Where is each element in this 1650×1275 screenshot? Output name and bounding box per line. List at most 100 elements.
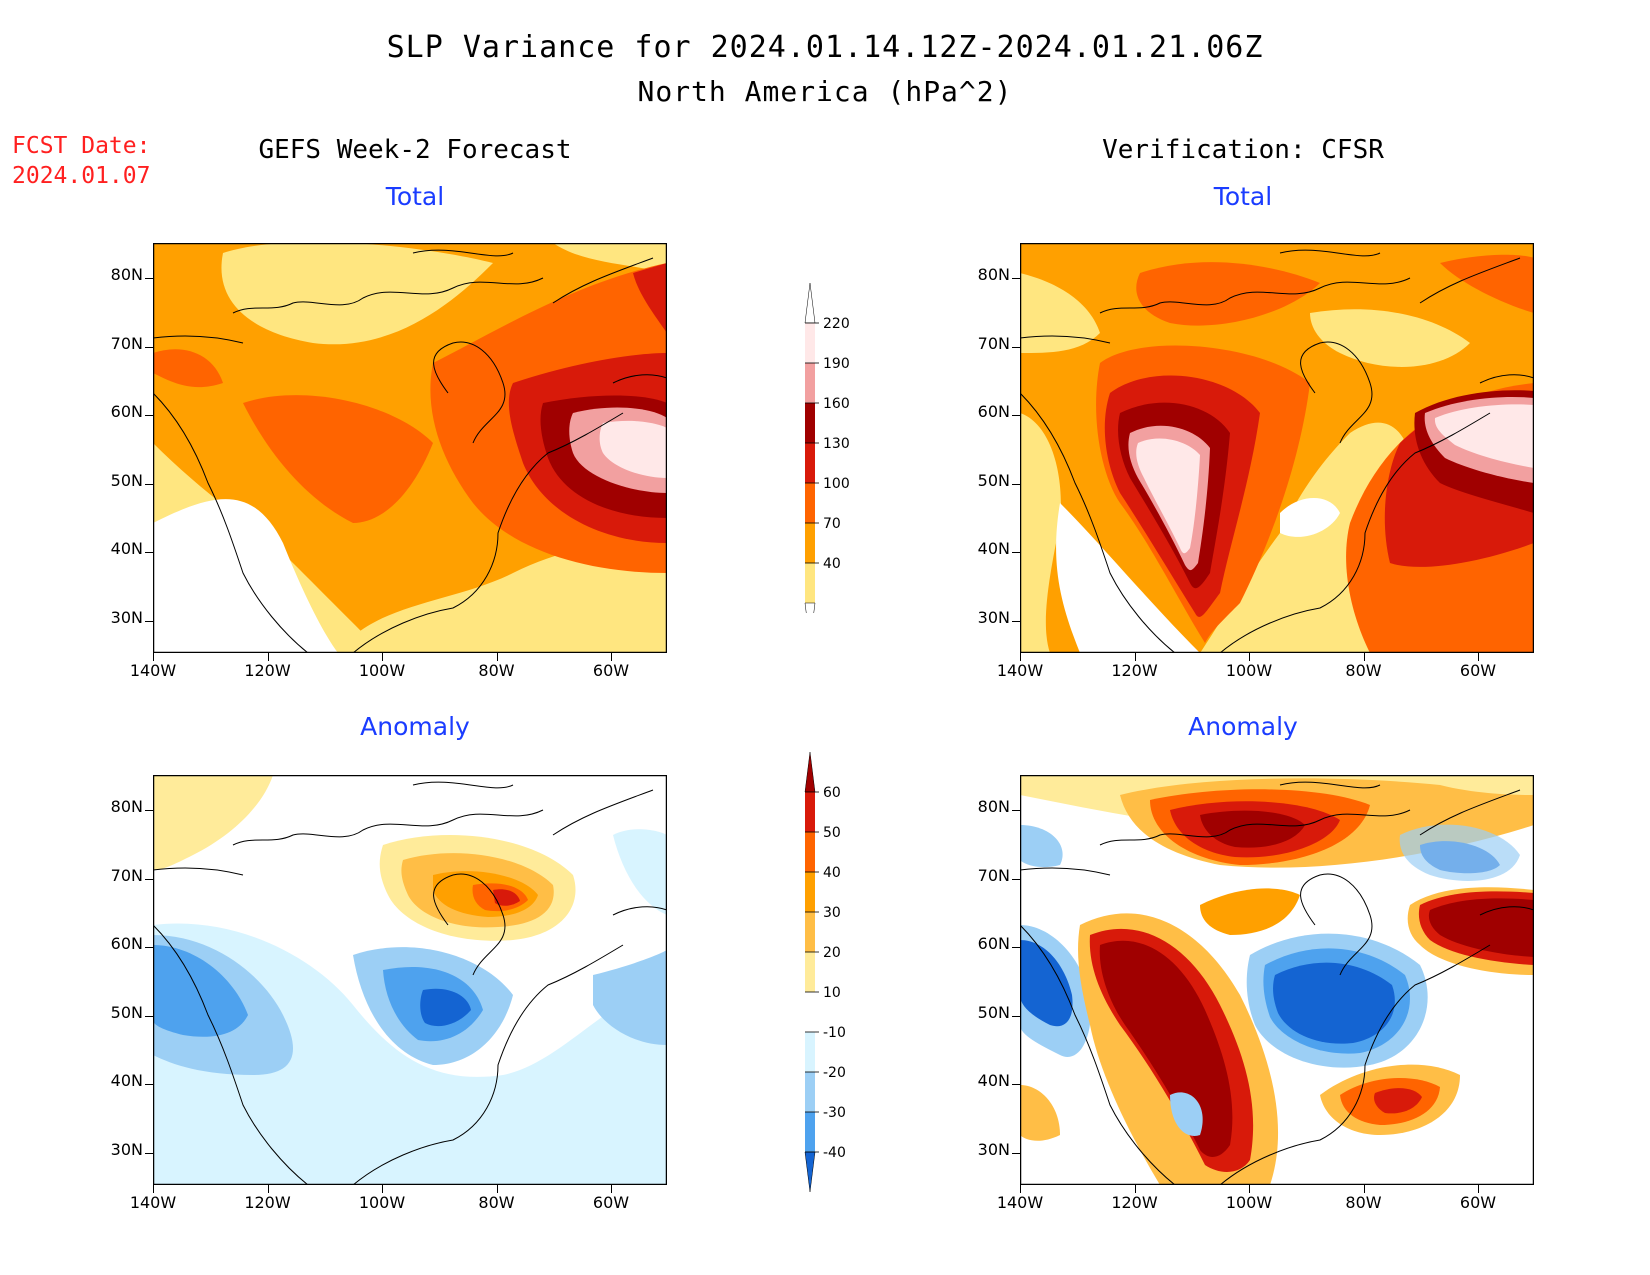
lat-tick-label: 60N (977, 934, 1010, 953)
lon-tick-label: 60W (1459, 661, 1497, 680)
lon-tick-label: 100W (1225, 661, 1273, 680)
total-colorbar: 220 190 160 130 100 70 40 (804, 283, 850, 613)
lat-tick-mark (145, 552, 153, 553)
lon-tick-label: 100W (1225, 1193, 1273, 1212)
anomaly-colorbar-segment (805, 792, 815, 832)
main-subtitle: North America (hPa^2) (637, 75, 1013, 108)
total-colorbar-segment (805, 363, 815, 403)
lat-tick-label: 30N (977, 607, 1010, 627)
lat-tick-label: 50N (110, 470, 143, 490)
lat-tick-mark (145, 1015, 153, 1017)
verification-anomaly-map (1020, 775, 1534, 1185)
lat-tick-label: 70N (977, 333, 1010, 353)
lon-tick-mark (1020, 653, 1021, 661)
lat-tick-mark (145, 483, 153, 485)
lat-tick-label: 80N (977, 265, 1010, 284)
forecast-total-title: Total (385, 182, 445, 211)
anomaly-colorbar-segment (805, 992, 815, 1032)
lon-tick-mark (1249, 1185, 1250, 1193)
lon-tick-mark (153, 653, 154, 661)
lon-tick-label: 80W (1345, 1193, 1382, 1212)
lat-tick-mark (145, 1084, 153, 1085)
fcst-date-value: 2024.01.07 (12, 163, 151, 189)
lat-tick-label: 80N (110, 265, 143, 284)
lat-tick-label: 30N (977, 1139, 1010, 1159)
lat-tick-mark (145, 878, 153, 880)
lat-tick-label: 70N (110, 333, 143, 353)
lon-tick-mark (496, 1185, 498, 1193)
verification-anomaly-title: Anomaly (1188, 712, 1298, 741)
forecast-column-title: GEFS Week-2 Forecast (258, 135, 572, 165)
lon-tick-label: 120W (1111, 661, 1158, 680)
lat-tick-label: 30N (110, 607, 143, 627)
anomaly-colorbar-top-arrow (804, 752, 816, 793)
lon-tick-label: 60W (592, 661, 630, 680)
lon-tick-mark (1363, 1185, 1365, 1193)
lat-tick-label: 60N (110, 934, 143, 953)
lat-tick-label: 80N (977, 797, 1010, 816)
anomaly-colorbar-label: 30 (823, 905, 841, 921)
verification-total-map (1020, 243, 1534, 653)
lon-tick-label: 60W (1459, 1193, 1497, 1212)
lon-tick-mark (153, 1185, 154, 1193)
verification-column-title: Verification: CFSR (1102, 135, 1384, 165)
lat-tick-mark (1012, 878, 1020, 880)
lon-tick-mark (382, 1185, 383, 1193)
anomaly-colorbar-bottom-arrow (804, 1151, 816, 1193)
lat-tick-label: 50N (977, 1002, 1010, 1022)
anomaly-colorbar-label: -30 (823, 1105, 846, 1121)
lon-tick-mark (1134, 653, 1136, 661)
lon-tick-label: 120W (1111, 1193, 1158, 1212)
lon-tick-mark (1134, 1185, 1136, 1193)
forecast-total-map (153, 243, 667, 653)
lon-tick-label: 140W (129, 661, 177, 680)
lon-tick-label: 100W (358, 661, 406, 680)
lon-tick-mark (611, 653, 612, 661)
lat-tick-mark (1012, 552, 1020, 553)
lat-tick-label: 70N (977, 865, 1010, 885)
lon-tick-mark (267, 653, 269, 661)
lat-tick-mark (1012, 1015, 1020, 1017)
total-colorbar-segment (805, 563, 815, 603)
total-colorbar-segment (805, 523, 815, 563)
lat-tick-mark (1012, 415, 1020, 416)
anomaly-colorbar-segment (805, 1032, 815, 1072)
lat-tick-label: 80N (110, 797, 143, 816)
lat-tick-mark (1012, 346, 1020, 348)
total-colorbar-bottom-arrow (804, 602, 816, 613)
lat-tick-label: 50N (977, 470, 1010, 490)
lat-tick-label: 70N (110, 865, 143, 885)
lat-tick-mark (145, 346, 153, 348)
anomaly-colorbar-label: -20 (823, 1065, 846, 1081)
lon-tick-label: 140W (996, 1193, 1044, 1212)
anomaly-colorbar-label: 40 (823, 865, 841, 881)
total-colorbar-label: 220 (823, 316, 850, 332)
total-colorbar-segment (805, 483, 815, 523)
lon-tick-label: 60W (592, 1193, 630, 1212)
lat-tick-mark (1012, 278, 1020, 279)
anomaly-colorbar-segment (805, 952, 815, 992)
total-colorbar-label: 40 (823, 556, 841, 572)
lat-tick-mark (1012, 1084, 1020, 1085)
lon-tick-mark (267, 1185, 269, 1193)
anomaly-colorbar-label: 10 (823, 985, 841, 1001)
forecast-anomaly-map (153, 775, 667, 1185)
total-colorbar-label: 160 (823, 396, 850, 412)
lon-tick-label: 120W (244, 661, 291, 680)
lon-tick-mark (1363, 653, 1365, 661)
lat-tick-label: 30N (110, 1139, 143, 1159)
lat-tick-label: 40N (110, 539, 143, 558)
lon-tick-label: 100W (358, 1193, 406, 1212)
lon-tick-label: 120W (244, 1193, 291, 1212)
lon-tick-label: 80W (478, 1193, 515, 1212)
lat-tick-label: 60N (110, 402, 143, 421)
anomaly-colorbar-label: 60 (823, 785, 841, 801)
anomaly-colorbar-segment (805, 1112, 815, 1152)
lat-tick-mark (145, 810, 153, 811)
lon-tick-mark (1478, 653, 1479, 661)
lon-tick-mark (496, 653, 498, 661)
total-colorbar-top-arrow (804, 283, 816, 324)
main-title: SLP Variance for 2024.01.14.12Z-2024.01.… (386, 30, 1264, 65)
lat-tick-mark (145, 415, 153, 416)
anomaly-colorbar: 60 50 40 30 20 10 -10 -20 -30 -40 (804, 752, 846, 1193)
